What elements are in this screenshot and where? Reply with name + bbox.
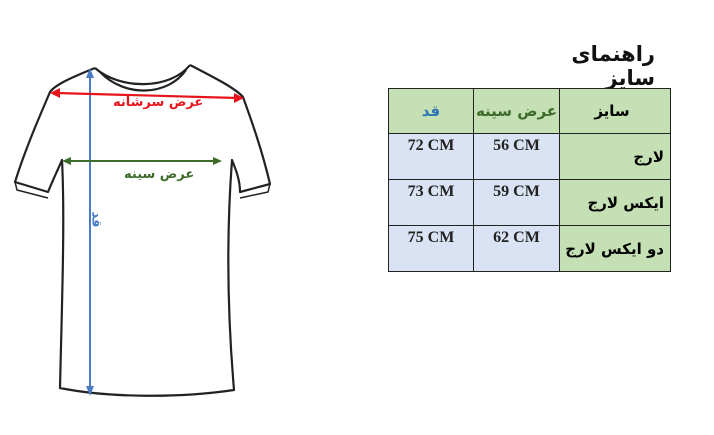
- table-row: 73 CM 59 CM ایکس لارج: [388, 179, 671, 226]
- chest-cell: 62 CM: [473, 225, 560, 272]
- length-cell: 72 CM: [388, 133, 474, 180]
- length-label: قد: [88, 211, 104, 228]
- table-row: 72 CM 56 CM لارج: [388, 133, 671, 180]
- table-row: 75 CM 62 CM دو ایکس لارج: [388, 225, 671, 272]
- size-cell: ایکس لارج: [559, 179, 671, 226]
- tshirt-diagram: [13, 64, 272, 397]
- length-cell: 75 CM: [388, 225, 474, 272]
- header-size: سایز: [559, 88, 671, 134]
- chest-label: عرض سینه: [124, 167, 195, 182]
- collar: [94, 64, 191, 92]
- shirt-outline: [13, 64, 272, 397]
- size-cell: دو ایکس لارج: [559, 225, 671, 272]
- table-header-row: قد عرض سینه سایز: [388, 88, 671, 134]
- size-cell: لارج: [559, 133, 671, 180]
- page-title: راهنمای سایز: [571, 42, 655, 90]
- shoulder-label: عرض سرشانه: [113, 95, 204, 110]
- chest-cell: 59 CM: [473, 179, 560, 226]
- shoulder-arrow: [55, 91, 239, 100]
- length-cell: 73 CM: [388, 179, 474, 226]
- chest-cell: 56 CM: [473, 133, 560, 180]
- header-length: قد: [388, 88, 474, 134]
- size-table: قد عرض سینه سایز 72 CM 56 CM لارج 73 CM …: [388, 88, 671, 272]
- header-chest: عرض سینه: [473, 88, 560, 134]
